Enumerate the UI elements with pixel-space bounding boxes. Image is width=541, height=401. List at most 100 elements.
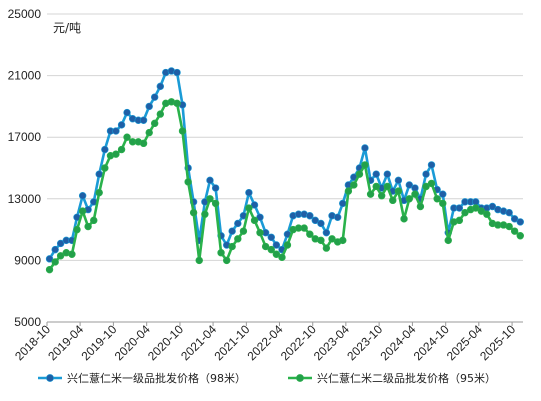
data-point <box>195 256 203 265</box>
data-point <box>416 202 425 211</box>
data-point <box>455 204 464 212</box>
data-point <box>394 187 403 195</box>
data-point <box>178 127 187 135</box>
legend-swatch-marker <box>296 374 304 382</box>
data-point <box>477 207 486 215</box>
data-point <box>68 250 76 258</box>
data-point <box>73 225 81 234</box>
y-tick-label: 5000 <box>14 315 41 329</box>
data-point <box>223 256 231 265</box>
y-tick-label: 25000 <box>8 7 42 21</box>
data-point <box>322 244 331 252</box>
data-point <box>472 198 480 206</box>
data-point <box>355 170 364 178</box>
data-point <box>372 182 380 191</box>
data-point <box>267 245 275 254</box>
legend-label: 兴仁薏仁米二级品批发价格（95米） <box>317 371 496 385</box>
data-point <box>422 170 430 178</box>
y-tick-label: 21000 <box>8 69 42 83</box>
data-point <box>328 235 336 243</box>
data-point <box>156 110 165 118</box>
data-point <box>306 212 314 220</box>
legend-swatch-marker <box>46 374 54 382</box>
data-point <box>383 182 392 191</box>
data-point <box>117 121 126 129</box>
data-point <box>123 108 131 117</box>
data-point <box>184 178 192 186</box>
data-point <box>78 207 87 215</box>
data-point <box>405 181 414 189</box>
data-point <box>228 242 236 251</box>
data-point <box>516 218 524 226</box>
y-axis-ticks: 5000 9000 13000 17000 21000 25000 <box>8 7 42 329</box>
data-point <box>510 215 519 223</box>
data-point <box>123 133 131 141</box>
data-point <box>405 195 414 203</box>
data-point <box>211 184 220 192</box>
data-point <box>250 216 259 225</box>
data-point <box>101 164 109 172</box>
legend: 兴仁薏仁米一级品批发价格（98米） 兴仁薏仁米二级品批发价格（95米） <box>38 371 496 385</box>
data-point <box>505 208 513 217</box>
data-point <box>361 144 369 152</box>
data-point <box>488 202 497 211</box>
data-point <box>516 232 524 240</box>
data-point <box>366 190 375 198</box>
data-point <box>56 239 65 248</box>
series-layer <box>45 67 524 274</box>
data-point <box>350 181 358 189</box>
y-tick-label: 17000 <box>8 130 42 144</box>
data-point <box>173 99 181 108</box>
data-point <box>145 128 153 137</box>
data-point <box>150 93 159 101</box>
data-point <box>206 176 214 185</box>
data-point <box>261 242 270 251</box>
data-point <box>444 236 452 245</box>
data-point <box>344 187 353 195</box>
series-2 <box>45 98 524 274</box>
y-tick-label: 13000 <box>8 192 42 206</box>
data-point <box>56 252 65 260</box>
data-point <box>505 222 513 231</box>
data-point <box>372 170 380 178</box>
data-point <box>427 179 436 188</box>
data-point <box>411 190 419 198</box>
data-point <box>322 228 331 237</box>
data-point <box>383 170 392 178</box>
data-point <box>201 210 209 218</box>
data-point <box>422 182 430 191</box>
data-point <box>472 204 480 212</box>
data-point <box>411 184 419 192</box>
data-point <box>217 249 225 257</box>
data-point <box>112 150 120 158</box>
data-point <box>139 139 148 148</box>
data-point <box>317 236 325 245</box>
data-point <box>317 219 325 228</box>
data-point <box>234 235 242 243</box>
legend-label: 兴仁薏仁米一级品批发价格（98米） <box>67 371 246 385</box>
data-point <box>267 233 275 242</box>
data-point <box>245 188 253 197</box>
data-point <box>389 196 397 205</box>
data-point <box>90 216 98 225</box>
data-point <box>510 227 519 235</box>
data-point <box>339 236 347 245</box>
data-point <box>427 161 436 169</box>
data-point <box>239 227 248 235</box>
data-point <box>400 215 408 223</box>
data-point <box>95 188 103 197</box>
data-point <box>51 258 59 266</box>
data-point <box>377 192 386 200</box>
data-point <box>461 208 469 217</box>
data-point <box>78 192 87 200</box>
data-point <box>361 161 369 169</box>
y-unit-label: 元/吨 <box>53 21 81 35</box>
data-point <box>228 227 236 235</box>
data-point <box>283 241 292 249</box>
data-point <box>272 250 281 258</box>
data-point <box>45 255 54 263</box>
data-point <box>455 216 464 225</box>
data-point <box>101 145 109 154</box>
